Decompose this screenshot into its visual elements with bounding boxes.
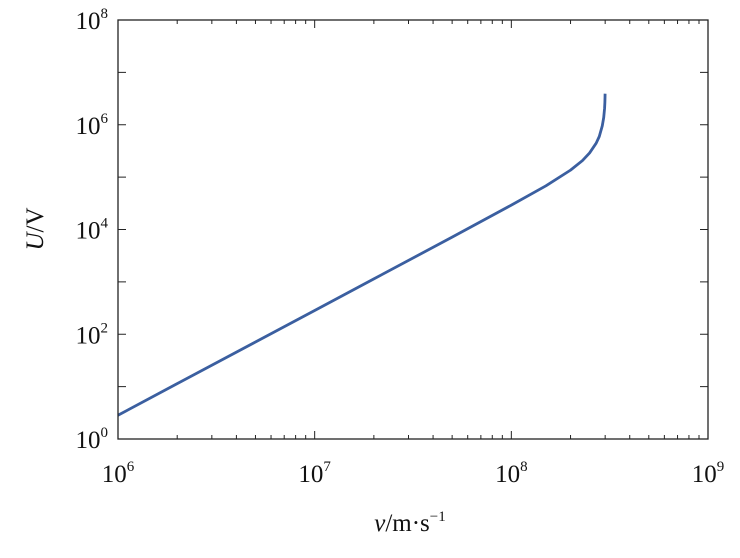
- y-tick-label: 108: [76, 6, 109, 35]
- x-tick-label: 106: [102, 459, 135, 488]
- y-tick-label: 100: [76, 425, 109, 454]
- x-tick-label: 108: [495, 459, 528, 488]
- y-tick-label: 106: [76, 111, 109, 140]
- y-axis-title: U/V: [22, 207, 49, 250]
- x-axis-title: v/m·s−1: [374, 509, 446, 537]
- plot-frame: [117, 19, 709, 440]
- series-layer: [117, 93, 607, 417]
- series-line: [117, 93, 607, 417]
- x-tick-label: 107: [298, 459, 331, 488]
- labels-layer: 106 107 108 109 100 102 104 106 108: [76, 6, 725, 488]
- x-tick-label: 109: [692, 459, 725, 488]
- y-tick-label: 102: [76, 320, 109, 349]
- y-tick-label: 104: [76, 216, 109, 245]
